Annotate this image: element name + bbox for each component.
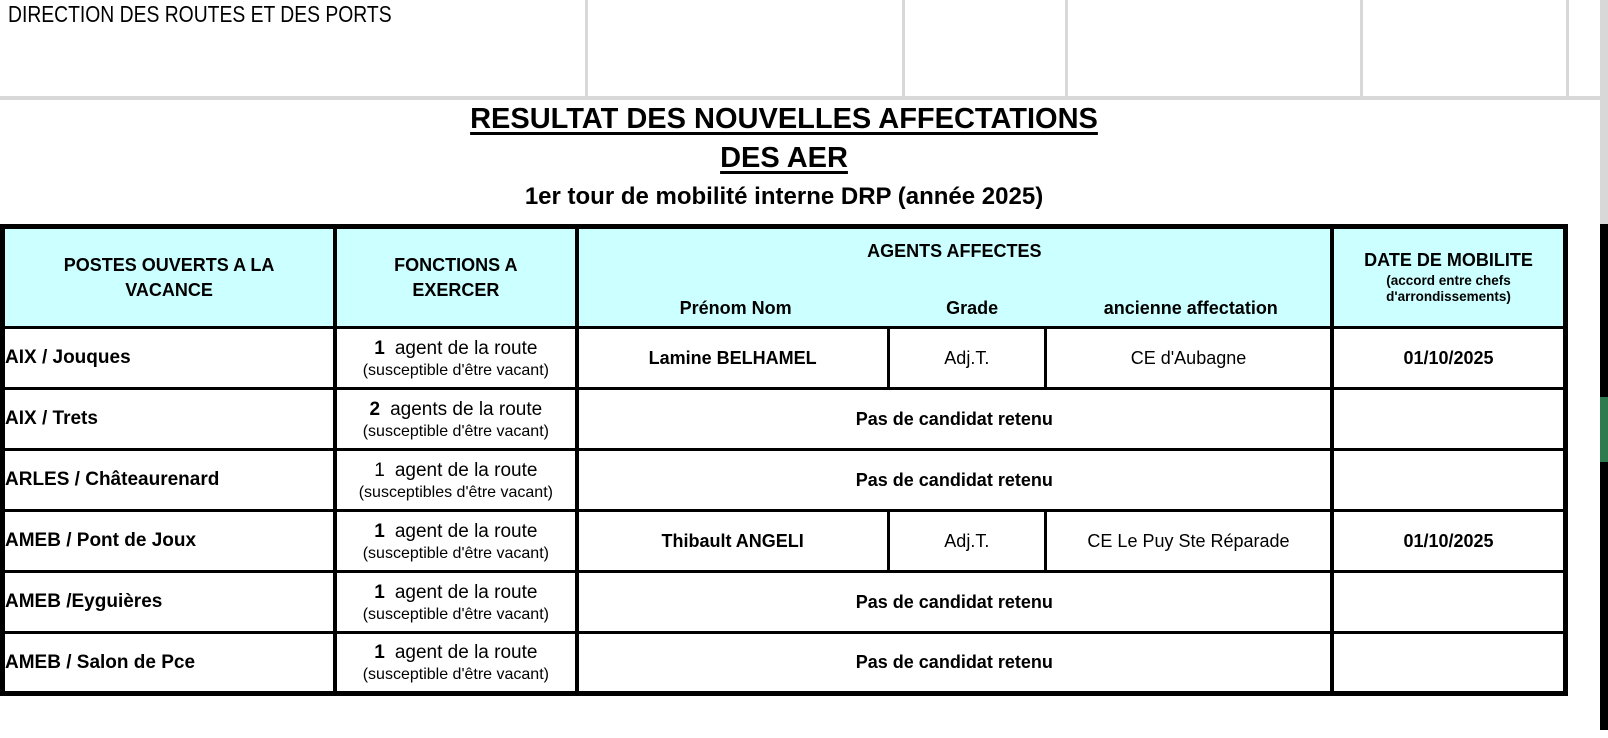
cell-ancienne: CE d'Aubagne [1043,326,1335,390]
fonction-text: agents de la route [390,398,543,420]
right-edge-gray-strip [1600,0,1608,224]
grid-line [585,0,588,97]
grid-line [1566,0,1569,97]
cell-fonction: 1 agent de la route (susceptible d'être v… [333,570,579,634]
grid-line [902,0,905,97]
table-row: AIX / Jouques 1 agent de la route (suscep… [1,326,1568,390]
cell-fonction: 1 agent de la route (susceptible d'être v… [333,631,579,695]
header-prenom-nom: Prénom Nom [679,298,792,318]
header-date-subtitle: (accord entre chefs d'arrondissements) [1386,273,1511,304]
cell-poste: AMEB / Salon de Pce [1,631,338,695]
cell-grade: Adj.T. [886,509,1047,573]
fonction-note: (susceptible d'être vacant) [362,361,549,379]
cell-grade: Adj.T. [886,326,1047,390]
right-edge-black-strip [1600,462,1608,730]
cell-date [1330,631,1568,695]
fonction-note: (susceptible d'être vacant) [362,422,549,440]
header-agents-group: AGENTS AFFECTES Prénom Nom Grade ancienn… [575,225,1335,329]
cell-no-candidate: Pas de candidat retenu [575,387,1335,451]
fonction-count: 1 [374,642,385,663]
cell-date [1330,570,1568,634]
grid-line [0,96,1608,100]
fonction-note: (susceptible d'être vacant) [362,666,549,683]
fonction-note: (susceptible d'être vacant) [362,605,549,623]
table-row: AIX / Trets 2 agents de la route (suscept… [1,387,1568,451]
page-subtitle: 1er tour de mobilité interne DRP (année … [524,183,1044,210]
cell-date [1330,387,1568,451]
cell-fonction: 1 agent de la route (susceptibles d'être … [333,448,579,512]
fonction-text: agent de la route [394,581,538,603]
cell-fonction: 1 agent de la route (susceptible d'être v… [333,326,579,390]
right-edge-black-strip [1600,224,1608,397]
cell-no-candidate: Pas de candidat retenu [575,448,1335,512]
cell-date: 01/10/2025 [1330,326,1568,390]
page-title-line1: RESULTAT DES NOUVELLES AFFECTATIONS [470,103,1098,135]
cell-date [1330,448,1568,512]
grid-line [1360,0,1363,97]
cell-fonction: 2 agents de la route (susceptible d'être … [333,387,579,451]
fonction-text: agent de la route [394,459,538,481]
cell-poste: AIX / Jouques [1,326,338,390]
table-row: ARLES / Châteaurenard 1 agent de la route… [1,448,1568,512]
cell-ancienne: CE Le Puy Ste Réparade [1043,509,1335,573]
cell-poste: AMEB / Pont de Joux [1,509,338,573]
direction-label: DIRECTION DES ROUTES ET DES PORTS [8,1,392,27]
right-edge-green-cell [1600,397,1608,462]
cell-no-candidate: Pas de candidat retenu [575,570,1335,634]
fonction-text: agent de la route [394,520,538,542]
fonction-text: agent de la route [394,337,538,359]
title-block: RESULTAT DES NOUVELLES AFFECTATIONS DES … [0,100,1568,214]
header-date-mobilite: DATE DE MOBILITE (accord entre chefs d'a… [1330,225,1568,329]
fonction-count: 1 [374,337,385,359]
fonction-note: (susceptible d'être vacant) [362,544,549,562]
header-fonctions: FONCTIONS A EXERCER [333,225,579,329]
cell-agent: Lamine BELHAMEL [575,326,890,390]
header-date-title: DATE DE MOBILITE [1364,250,1533,270]
table-header-row: POSTES OUVERTS A LA VACANCE FONCTIONS A … [1,225,1568,329]
fonction-count: 2 [369,398,381,420]
fonction-text: agent de la route [394,642,538,663]
cell-agent: Thibault ANGELI [575,509,890,573]
spreadsheet-grid-band: DIRECTION DES ROUTES ET DES PORTS [0,0,1608,100]
cell-poste: AMEB /Eyguières [1,570,338,634]
fonction-count: 1 [374,581,385,603]
table-row: AMEB /Eyguières 1 agent de la route (susc… [1,570,1568,634]
cell-no-candidate: Pas de candidat retenu [575,631,1335,695]
header-ancienne-affectation: ancienne affectation [1103,298,1278,318]
fonction-note: (susceptibles d'être vacant) [358,483,553,501]
cell-date: 01/10/2025 [1330,509,1568,573]
table-row: AMEB / Pont de Joux 1 agent de la route (… [1,509,1568,573]
grid-line [1065,0,1068,97]
header-agents-label: AGENTS AFFECTES [867,241,1042,261]
cell-poste: ARLES / Châteaurenard [1,448,338,512]
fonction-count: 1 [374,520,385,542]
cell-fonction: 1 agent de la route (susceptible d'être v… [333,509,579,573]
fonction-count: 1 [374,459,385,481]
cell-poste: AIX / Trets [1,387,338,451]
affectations-table: POSTES OUVERTS A LA VACANCE FONCTIONS A … [0,224,1568,696]
page-title-line2: DES AER [720,142,848,174]
header-grade: Grade [946,298,999,318]
table-row: AMEB / Salon de Pce 1 agent de la route (… [1,631,1568,695]
header-postes: POSTES OUVERTS A LA VACANCE [1,225,338,329]
